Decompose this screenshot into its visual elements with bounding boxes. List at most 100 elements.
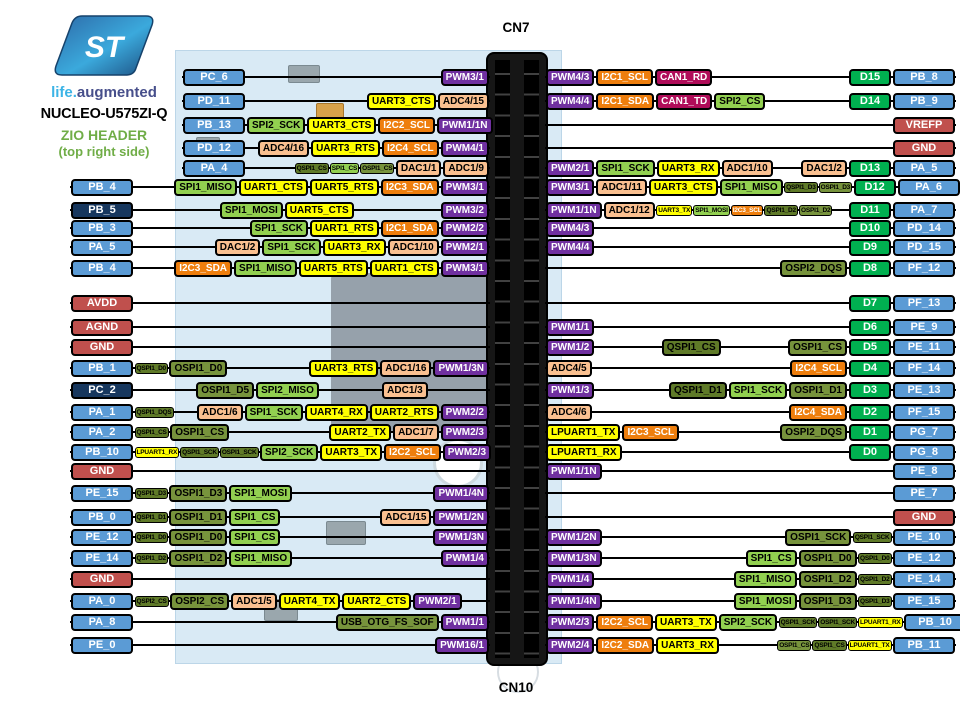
- pin-label: PA_7: [893, 201, 955, 219]
- function-label-qspi: QSPI1_D2: [134, 552, 168, 564]
- function-label-qspi: QSPI1_CS: [812, 639, 847, 651]
- function-label-spi: SPI1_SCK: [249, 219, 308, 237]
- function-label-uart: UART3_RX: [656, 636, 719, 654]
- arduino-pin-label: D1: [849, 423, 891, 441]
- connector-label-cn7: CN7: [502, 20, 530, 35]
- function-label-uart: UART1_RTS: [309, 219, 379, 237]
- function-label-i2c: I2C2_SCL: [596, 613, 654, 631]
- pin-row-right: PWM1/4 SPI1_MISO OSPI1_D2 QSPI1_D2 PE_14: [545, 569, 956, 589]
- function-label-ospi: OSPI1_D2: [798, 570, 857, 588]
- function-label-pwm: PWM2/3: [442, 443, 492, 461]
- pin-row-right: D7 PF_13: [545, 293, 956, 313]
- pin-row-left: PC_6 PWM3/1: [182, 67, 490, 87]
- pin-label: PA_2: [71, 423, 133, 441]
- pin-row-left: PB_0 QSPI1_D1 OSPI1_D1 SPI1_CS ADC1/15 PWM1/2…: [70, 507, 490, 527]
- function-label-qspi: OSPI1_SCK: [818, 616, 857, 628]
- function-label-qspi: QSPI1_D0: [134, 362, 168, 374]
- function-label-qspi: QSPI1_D2: [764, 204, 798, 216]
- function-label-uart: LPUART1_RX: [546, 443, 622, 461]
- function-label-spi: SPI1_SCK: [728, 381, 788, 399]
- pin-label: PC_6: [183, 68, 245, 86]
- pin-row-right: OSPI2_DQS D8 PF_12: [545, 258, 956, 278]
- arduino-pin-label: D0: [849, 443, 891, 461]
- pin-label: PF_12: [893, 259, 955, 277]
- function-label-uart: UART3_CTS: [648, 178, 718, 196]
- pin-label: PB_11: [893, 636, 955, 654]
- function-label-spi: SPI1_MISO: [234, 259, 297, 277]
- pin-row-right: PWM1/1N ADC1/12 UART3_TX SPI1_MOSI I2C3_SCL Q…: [545, 200, 956, 220]
- pin-row-left: PB_3 SPI1_SCK UART1_RTS I2C1_SDA PWM2/2: [70, 218, 490, 238]
- function-label-ospi: OSPI2_DQS: [780, 423, 847, 441]
- pin-row-right: LPUART1_TX I2C3_SCL OSPI2_DQS D1 PG_7: [545, 422, 956, 442]
- pin-label: PC_2: [71, 381, 133, 399]
- connector-label-cn10: CN10: [498, 680, 534, 695]
- function-label-adc: ADC4/5: [546, 359, 592, 377]
- function-label-pwm: PWM2/3: [546, 613, 595, 631]
- pin-row-left: PE_14 QSPI1_D2 OSPI1_D2 SPI1_MISO PWM1/4: [70, 548, 490, 568]
- pin-row-right: PWM2/1 SPI1_SCK UART3_RX ADC1/10 DAC1/2 D13 PA…: [545, 158, 956, 178]
- function-label-uart: UART1_CTS: [239, 178, 308, 196]
- pin-label: PA_4: [183, 159, 245, 177]
- function-label-can: CAN1_RD: [655, 68, 713, 86]
- pin-label: PE_14: [71, 549, 133, 567]
- pin-row-right: GND: [545, 507, 956, 527]
- function-label-pwm: PWM1/1N: [546, 201, 602, 219]
- function-label-pwm: PWM3/1: [440, 68, 489, 86]
- pin-label: PB_0: [71, 508, 133, 526]
- function-label-ospi: OSPI1_D0: [169, 528, 228, 546]
- function-label-qspi: QSPI1_CS: [134, 426, 169, 438]
- pin-label: PB_4: [71, 259, 133, 277]
- function-label-qspi: QSPI1_D1: [669, 381, 727, 399]
- function-label-uart: UART2_RTS: [369, 403, 439, 421]
- pin-label: PA_0: [71, 592, 133, 610]
- function-label-qspi: QSPI1_D3: [134, 487, 168, 499]
- function-label-qspi: QSPI1_D0: [134, 531, 168, 543]
- function-label-adc: ADC4/16: [257, 139, 310, 157]
- pin-row-right: ADC4/5 I2C4_SCL D4 PF_14: [545, 358, 956, 378]
- function-label-i2c: I2C4_SCL: [381, 139, 439, 157]
- pin-row-right: PWM4/4 D9 PD_15: [545, 237, 956, 257]
- function-label-qspi: QSPI1_D2: [858, 573, 892, 585]
- pin-label: PE_9: [893, 318, 955, 336]
- pin-label: PB_8: [893, 68, 955, 86]
- function-label-pwm: PWM3/2: [440, 201, 489, 219]
- pin-label: PB_10: [904, 613, 960, 631]
- pin-label: PE_0: [71, 636, 133, 654]
- function-label-adc: DAC1/2: [214, 238, 261, 256]
- function-label-ospi: OSPI1_SCK: [785, 528, 852, 546]
- function-label-pwm: PWM2/1: [413, 592, 462, 610]
- pin-label: PE_8: [893, 462, 955, 480]
- pin-row-left: PE_0 PWM16/1: [70, 635, 490, 655]
- function-label-uart: LPUART1_TX: [546, 423, 621, 441]
- pin-label: PF_14: [893, 359, 955, 377]
- pin-row-right: PWM1/3 QSPI1_D1 SPI1_SCK OSPI1_D1 D3 PE_13: [545, 380, 956, 400]
- pin-label: PB_1: [71, 359, 133, 377]
- function-label-pwm: PWM1/2N: [433, 508, 489, 526]
- arduino-pin-label: D8: [849, 259, 891, 277]
- arduino-pin-label: D15: [849, 68, 891, 86]
- function-label-pwm: PWM2/1: [440, 238, 489, 256]
- arduino-pin-label: D3: [849, 381, 891, 399]
- function-label-i2c: I2C3_SCL: [622, 423, 680, 441]
- pin-label: PE_12: [893, 549, 955, 567]
- arduino-pin-label: D12: [853, 178, 896, 196]
- function-label-pwm: PWM3/1: [440, 178, 489, 196]
- arduino-pin-label: D13: [849, 159, 891, 177]
- function-label-usb: USB_OTG_FS_SOF: [335, 613, 439, 631]
- pin-label: PE_15: [893, 592, 955, 610]
- function-label-i2c: I2C2_SCL: [378, 116, 435, 134]
- pin-label: GND: [893, 508, 955, 526]
- pin-label: PA_8: [71, 613, 133, 631]
- function-label-ospi: OSPI2_DQS: [780, 259, 847, 277]
- function-label-can: CAN1_TD: [656, 92, 713, 110]
- function-label-ospi: OSPI1_D0: [798, 549, 857, 567]
- pin-row-left: AVDD: [70, 293, 490, 313]
- tagline-augmented: augmented: [76, 84, 157, 101]
- pin-row-right: PWM1/1 D6 PE_9: [545, 317, 956, 337]
- pin-row-right: GND: [545, 138, 956, 158]
- header-title: ZIO HEADER: [60, 127, 148, 143]
- function-label-adc: ADC1/5: [231, 592, 277, 610]
- function-label-ospi: OSPI1_CS: [788, 338, 847, 356]
- function-label-spi: SPI1_CS: [329, 162, 360, 174]
- function-label-i2c: I2C3_SDA: [174, 259, 233, 277]
